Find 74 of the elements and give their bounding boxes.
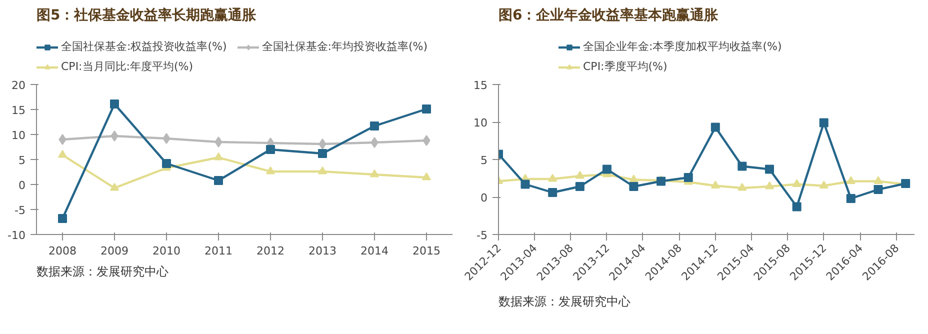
point bbox=[792, 179, 802, 188]
point bbox=[764, 181, 774, 190]
point bbox=[318, 166, 327, 174]
y-tick-label: 5 bbox=[480, 154, 488, 167]
point bbox=[738, 182, 747, 191]
point bbox=[710, 122, 720, 132]
x-tick-label: 2009 bbox=[100, 244, 129, 258]
point bbox=[764, 164, 774, 174]
point bbox=[266, 145, 275, 154]
point bbox=[318, 149, 327, 158]
point bbox=[162, 133, 170, 144]
point bbox=[846, 194, 856, 203]
point bbox=[370, 122, 379, 130]
point bbox=[58, 214, 67, 223]
point bbox=[629, 182, 638, 191]
point bbox=[214, 136, 222, 148]
x-tick-label: 2013 bbox=[308, 244, 337, 258]
point bbox=[738, 162, 747, 171]
y-tick-label: -5 bbox=[14, 204, 26, 217]
point bbox=[602, 164, 612, 174]
point bbox=[162, 159, 171, 168]
y-tick-label: 0 bbox=[18, 179, 26, 192]
point bbox=[819, 118, 828, 128]
legend-label: CPI:当月同比:年度平均(%) bbox=[61, 59, 194, 74]
x-tick-label: 2012 bbox=[256, 244, 285, 258]
source-note: 数据来源：发展研究中心 bbox=[498, 294, 630, 308]
point bbox=[792, 202, 802, 212]
y-tick-label: 10 bbox=[12, 129, 26, 142]
point bbox=[422, 135, 430, 146]
chart-title: 图6：企业年金收益率基本跑赢通胀 bbox=[498, 6, 720, 24]
point bbox=[548, 174, 558, 182]
point bbox=[370, 169, 379, 178]
legend-label: 全国社保基金:年均投资收益率(%) bbox=[262, 39, 428, 54]
point bbox=[214, 152, 223, 160]
x-tick-label: 2011 bbox=[204, 244, 233, 258]
legend-label: 全国企业年金:本季度加权平均收益率(%) bbox=[583, 39, 782, 54]
y-tick-label: -10 bbox=[8, 229, 26, 242]
point bbox=[819, 180, 828, 189]
point bbox=[110, 182, 119, 191]
point bbox=[422, 104, 431, 114]
point bbox=[548, 188, 558, 197]
point bbox=[318, 138, 326, 150]
source-note: 数据来源：发展研究中心 bbox=[36, 264, 168, 278]
point bbox=[575, 182, 584, 191]
point bbox=[684, 173, 693, 182]
point bbox=[575, 170, 584, 179]
point bbox=[422, 172, 431, 180]
point bbox=[656, 176, 666, 186]
x-tick-label: 2010 bbox=[152, 244, 181, 258]
y-tick-label: -5 bbox=[476, 229, 488, 242]
x-tick-label: 2014 bbox=[360, 244, 389, 258]
y-tick-label: 0 bbox=[480, 192, 488, 204]
point bbox=[710, 180, 720, 189]
chart-title: 图5：社保基金收益率长期跑赢通胀 bbox=[36, 6, 258, 24]
point bbox=[874, 185, 883, 194]
y-tick-label: 10 bbox=[474, 116, 488, 130]
y-tick-label: 20 bbox=[12, 79, 26, 92]
point bbox=[110, 100, 119, 108]
point bbox=[110, 130, 118, 142]
x-tick-label: 2015 bbox=[412, 244, 441, 258]
point bbox=[266, 166, 275, 174]
point bbox=[846, 176, 856, 184]
y-tick-label: 5 bbox=[18, 154, 26, 167]
legend-label: 全国社保基金:权益投资收益率(%) bbox=[61, 39, 227, 54]
point bbox=[214, 176, 223, 185]
point bbox=[874, 176, 883, 184]
legend-label: CPI:季度平均(%) bbox=[583, 59, 668, 74]
point bbox=[370, 137, 378, 148]
point bbox=[58, 134, 66, 145]
point bbox=[58, 150, 67, 158]
point bbox=[520, 180, 530, 189]
y-tick-label: 15 bbox=[474, 79, 488, 92]
y-tick-label: 15 bbox=[12, 104, 26, 117]
x-tick-label: 2008 bbox=[48, 244, 77, 258]
